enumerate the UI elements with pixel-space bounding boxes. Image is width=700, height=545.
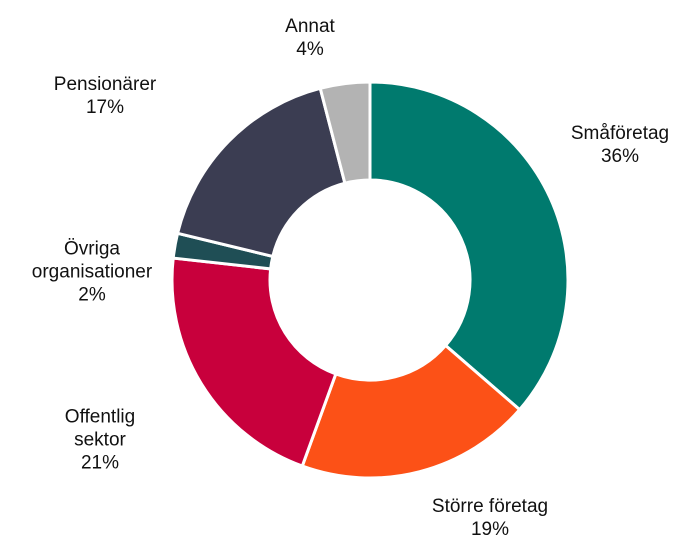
category-label: Annat xyxy=(285,16,335,37)
value-label: 2% xyxy=(78,284,106,306)
donut-slice xyxy=(318,80,372,186)
value-label: 17% xyxy=(85,97,125,118)
donut-slice xyxy=(175,86,347,259)
category-label: Småföretag xyxy=(570,123,670,144)
slice-label: Övriga organisationer 2% xyxy=(32,238,152,307)
value-label: 19% xyxy=(470,519,510,540)
slice-label: Större företag 19% xyxy=(432,495,548,541)
value-label: 36% xyxy=(600,146,640,167)
value-label: 21% xyxy=(80,452,120,474)
category-label: Pensionärer xyxy=(53,74,157,95)
value-label: 4% xyxy=(296,39,324,60)
slice-label: Pensionärer 17% xyxy=(54,73,156,119)
donut-slice xyxy=(368,80,570,412)
slice-label: Annat 4% xyxy=(285,15,335,61)
donut-slice xyxy=(170,256,338,468)
donut-slice xyxy=(300,343,522,480)
category-label: Övriga organisationer xyxy=(31,238,153,283)
category-label: Större företag xyxy=(431,496,549,517)
category-label: Offentlig sektor xyxy=(64,406,136,451)
slice-label: Småföretag 36% xyxy=(571,122,669,168)
slice-label: Offentlig sektor 21% xyxy=(65,406,135,475)
